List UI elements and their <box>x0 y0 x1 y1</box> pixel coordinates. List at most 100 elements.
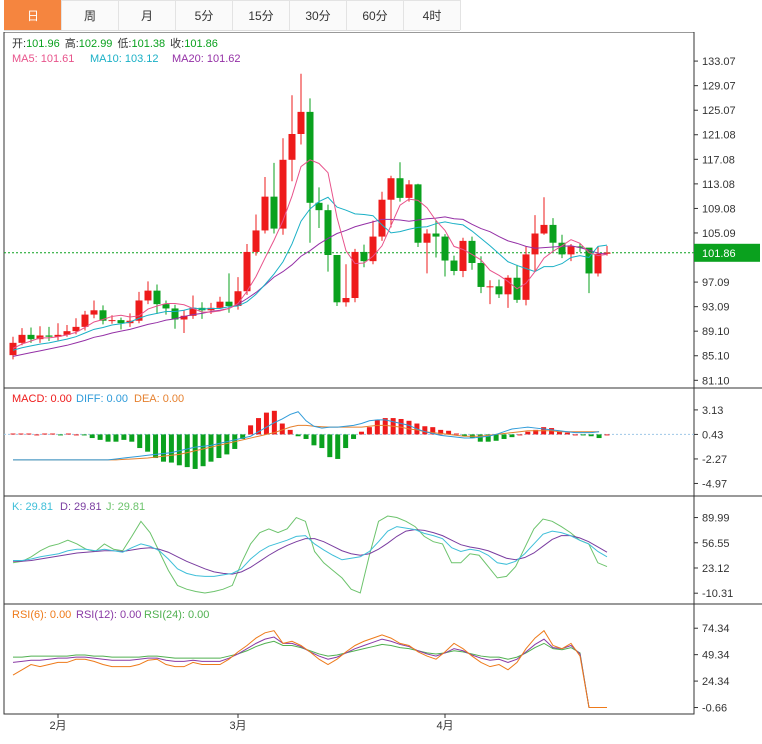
macd-hist-bar <box>446 430 452 435</box>
ma5-line <box>12 159 608 349</box>
candle-body <box>432 233 440 237</box>
candle-body <box>9 342 17 356</box>
dea-readout: DEA: 0.00 <box>134 393 184 405</box>
current-price-badge <box>694 243 760 262</box>
macd-hist-bar <box>200 434 206 467</box>
macd-hist-bar <box>588 434 594 437</box>
candle-body <box>225 301 233 306</box>
candle-body <box>414 184 422 243</box>
macd-hist-bar <box>295 434 301 437</box>
macd-hist-bar <box>10 433 16 435</box>
macd-hist-bar <box>319 434 325 449</box>
candle-body <box>144 290 152 301</box>
price-tick-label: 133.07 <box>702 56 736 68</box>
candle-body <box>486 286 494 288</box>
candle-body <box>297 111 305 134</box>
candle-body <box>189 307 197 316</box>
macd-tick-label: 3.13 <box>702 405 723 417</box>
macd-hist-bar <box>145 434 151 452</box>
macd-hist-bar <box>438 429 444 435</box>
ohlc-low: 101.38 <box>132 38 166 50</box>
macd-hist-bar <box>240 434 246 439</box>
candle-body <box>252 230 260 252</box>
macd-hist-bar <box>509 434 515 438</box>
macd-hist-bar <box>351 434 357 439</box>
tab-5[interactable]: 30分 <box>289 0 347 30</box>
candle-body <box>288 133 296 160</box>
rsi-tick-label: 49.34 <box>702 650 730 662</box>
tab-6[interactable]: 60分 <box>346 0 404 30</box>
d-readout: D: 29.81 <box>60 501 102 513</box>
candle-body <box>270 196 278 229</box>
period-tabs: 日周月 5分 15分 30分 60分 4时 <box>4 0 461 31</box>
macd-hist-bar <box>461 434 467 437</box>
candle-body <box>279 159 287 229</box>
macd-hist-bar <box>580 434 586 436</box>
macd-tick-label: 0.43 <box>702 429 723 441</box>
candle-body <box>207 307 215 311</box>
candle-body <box>54 334 62 337</box>
macd-hist-bar <box>327 434 333 458</box>
macd-readout: MACD: 0.00 <box>12 393 72 405</box>
candle-body <box>99 310 107 321</box>
price-tick-label: 89.10 <box>702 326 730 338</box>
candle-body <box>261 196 269 231</box>
candle-body <box>585 247 593 274</box>
candle-body <box>441 236 449 261</box>
macd-hist-bar <box>50 433 56 435</box>
macd-hist-bar <box>596 434 602 439</box>
macd-hist-bar <box>216 434 222 459</box>
ohlc-close: 101.86 <box>184 38 218 50</box>
tab-4[interactable]: 15分 <box>232 0 290 30</box>
candle-body <box>27 334 35 340</box>
rsi-tick-label: 24.34 <box>702 676 730 688</box>
macd-hist-bar <box>129 434 135 442</box>
rsi-tick-label: 74.34 <box>702 623 730 635</box>
macd-hist-bar <box>287 429 293 435</box>
candle-body <box>162 304 170 309</box>
candle-body <box>387 178 395 200</box>
tab-7[interactable]: 4时 <box>403 0 461 30</box>
rsi6-line <box>12 629 607 709</box>
k-line <box>13 526 608 577</box>
macd-hist-bar <box>525 431 531 435</box>
macd-hist-bar <box>73 434 79 436</box>
candle-body <box>450 260 458 271</box>
macd-hist-bar <box>34 434 40 436</box>
kdj-tick-label: 89.99 <box>702 513 730 525</box>
tab-3[interactable]: 5分 <box>175 0 233 30</box>
macd-hist-bar <box>208 434 214 462</box>
candle-body <box>468 240 476 263</box>
candle-body <box>459 240 467 271</box>
macd-hist-bar <box>26 433 32 435</box>
candle-body <box>45 335 53 337</box>
stock-chart: 133.07 129.07 125.07 121.08 117.08 113.08 109.… <box>3 32 762 732</box>
candle-body <box>135 300 143 321</box>
macd-hist-bar <box>137 434 143 449</box>
price-tick-label: 97.09 <box>702 277 730 289</box>
macd-hist-bar <box>382 418 388 435</box>
j-readout: J: 29.81 <box>106 501 145 513</box>
macd-hist-bar <box>176 434 182 466</box>
x-axis-label: 3月 <box>229 720 246 732</box>
macd-hist-bar <box>224 434 230 455</box>
macd-hist-bar <box>89 434 95 439</box>
macd-hist-bar <box>343 434 349 449</box>
x-axis-label: 4月 <box>436 720 453 732</box>
tab-0[interactable]: 日 <box>4 0 62 30</box>
candle-body <box>180 315 188 320</box>
j-line <box>12 515 608 594</box>
macd-tick-label: -2.27 <box>702 454 727 466</box>
dif-line <box>13 411 600 461</box>
candle-body <box>90 310 98 315</box>
tab-1[interactable]: 周 <box>61 0 119 30</box>
macd-hist-bar <box>533 429 539 435</box>
macd-hist-bar <box>97 434 103 440</box>
candle-body <box>423 233 431 243</box>
candle-body <box>63 331 71 335</box>
candle-body <box>540 224 548 234</box>
macd-hist-bar <box>406 420 412 435</box>
candle-body <box>594 253 602 274</box>
tab-2[interactable]: 月 <box>118 0 176 30</box>
candle-body <box>405 184 413 198</box>
